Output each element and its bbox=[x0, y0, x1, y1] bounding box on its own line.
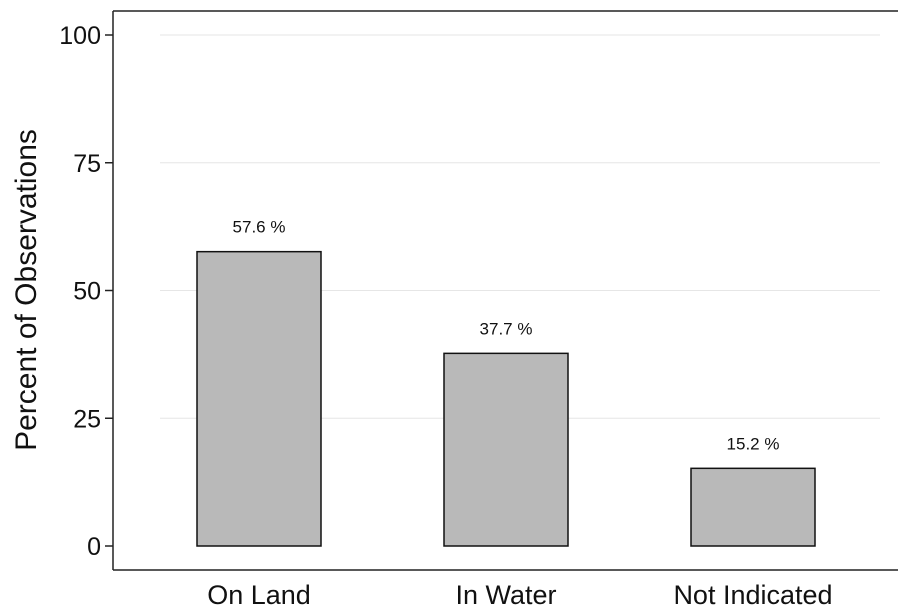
y-ticks: 0 25 50 75 100 bbox=[59, 22, 113, 561]
category-label-in-water: In Water bbox=[455, 580, 556, 610]
y-tick-label-100: 100 bbox=[59, 22, 101, 50]
y-tick-label-0: 0 bbox=[87, 533, 101, 561]
data-label-not-indicated: 15.2 % bbox=[727, 434, 780, 453]
data-label-in-water: 37.7 % bbox=[480, 319, 533, 338]
bar-not-indicated bbox=[690, 467, 816, 547]
bars bbox=[196, 250, 816, 547]
bar-on-land bbox=[196, 250, 322, 547]
y-tick-label-25: 25 bbox=[73, 405, 101, 433]
y-tick-label-75: 75 bbox=[73, 150, 101, 178]
category-labels: On Land In Water Not Indicated bbox=[207, 580, 832, 610]
category-label-not-indicated: Not Indicated bbox=[673, 580, 832, 610]
data-labels: 57.6 % 37.7 % 15.2 % bbox=[233, 218, 780, 454]
y-tick-label-50: 50 bbox=[73, 278, 101, 306]
bar-in-water bbox=[443, 352, 569, 547]
category-label-on-land: On Land bbox=[207, 580, 311, 610]
y-axis-title: Percent of Observations bbox=[10, 129, 43, 451]
data-label-on-land: 57.6 % bbox=[233, 218, 286, 237]
